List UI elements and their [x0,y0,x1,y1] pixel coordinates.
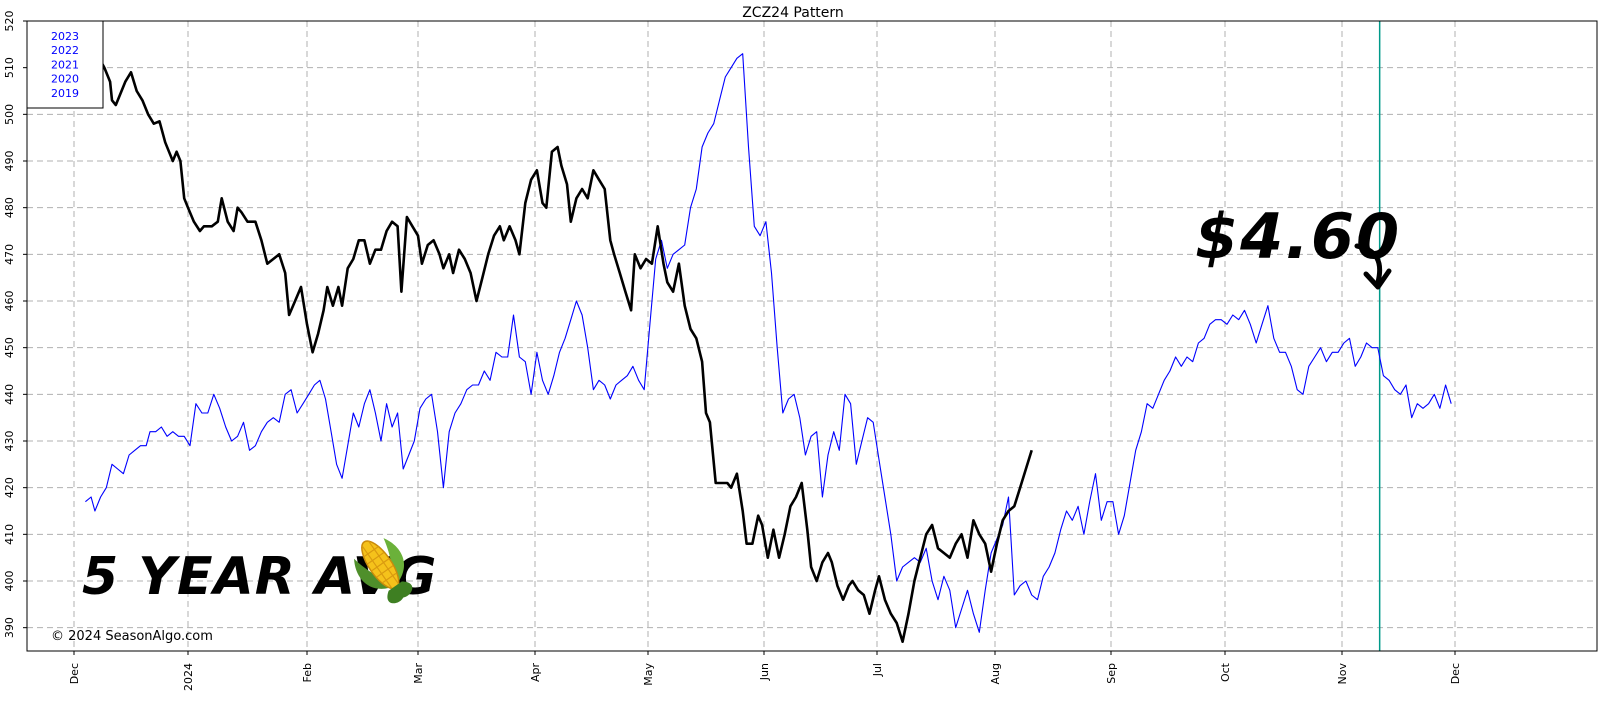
legend-entry: 2020 [51,73,79,86]
series-lines [82,53,1452,643]
legend-entry: 2019 [51,87,79,100]
y-tick-label: 410 [3,524,16,545]
x-tick-label: 2024 [182,663,195,691]
legend-box [26,20,104,109]
chart-title: ZCZ24 Pattern [742,5,844,21]
y-tick-label: 510 [3,57,16,78]
x-tick-label: Nov [1336,663,1349,685]
legend-entry: 2021 [51,58,79,71]
y-tick-label: 470 [3,244,16,265]
x-tick-label: Mar [412,663,425,684]
x-axis-ticks: Dec 2024 Feb Mar Apr May Jun Jul Aug Sep Oct Nov Dec [68,651,1462,691]
x-tick-label: May [642,663,655,686]
y-tick-label: 420 [3,477,16,498]
y-axis-ticks: 390 400 410 420 430 440 450 460 470 480 490 500 510 5… [3,11,27,638]
y-tick-label: 450 [3,337,16,358]
x-tick-label: Dec [1449,663,1462,684]
x-tick-label: Dec [68,663,81,684]
x-tick-label: Apr [529,663,542,683]
x-tick-label: Aug [989,663,1002,684]
grid-lines [27,20,1597,651]
y-tick-label: 400 [3,571,16,592]
plot-frame [26,20,1598,652]
x-tick-label: Jun [758,663,771,681]
y-tick-label: 440 [3,384,16,405]
x-tick-label: Sep [1105,663,1118,684]
x-tick-label: Feb [301,663,314,682]
curved-arrow-icon [1354,243,1383,285]
y-tick-label: 520 [3,11,16,32]
y-tick-label: 490 [3,151,16,172]
y-tick-label: 480 [3,197,16,218]
legend-entry: 2023 [51,30,79,43]
arrow-head-icon [1363,268,1392,290]
legend-entry: 2022 [51,44,79,57]
series-line-average [85,53,1452,633]
y-tick-label: 500 [3,104,16,125]
copyright-text: © 2024 SeasonAlgo.com [51,629,213,644]
y-tick-label: 460 [3,291,16,312]
y-tick-label: 430 [3,431,16,452]
x-tick-label: Jul [871,663,884,677]
series-line-current [82,57,1033,643]
corn-icon [354,538,413,604]
y-tick-label: 390 [3,617,16,638]
x-tick-label: Oct [1219,662,1232,682]
price-annotation: $4.60 [1195,200,1401,273]
